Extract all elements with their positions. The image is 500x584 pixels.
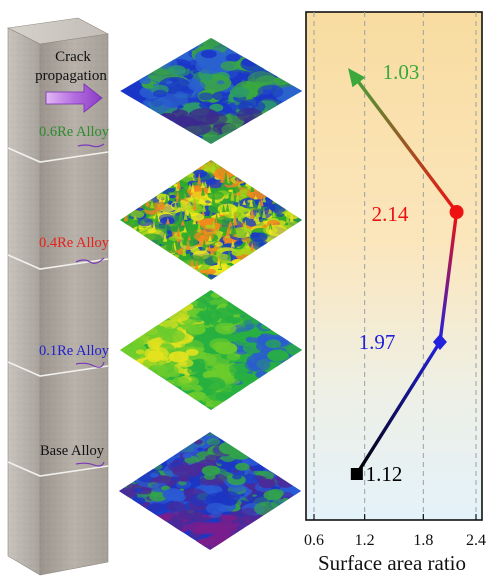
x-axis-label: Surface area ratio xyxy=(318,551,466,575)
specimen-column: Crack propagation 0.6Re Alloy 0.4Re Allo… xyxy=(7,17,110,576)
alloy-label-2: 0.1Re Alloy xyxy=(39,343,110,359)
x-tick-label-3: 2.4 xyxy=(466,532,486,549)
crack-lines xyxy=(7,147,109,477)
surface-area-chart: 0.6 1.2 1.8 2.4 1.12 1.97 2.14 1.03 Surface ar… xyxy=(304,11,486,575)
fracture-surfaces xyxy=(119,38,302,550)
data-label-3: 1.03 xyxy=(383,60,420,84)
data-label-2: 2.14 xyxy=(372,202,409,226)
data-series xyxy=(348,68,464,480)
x-tick-label-2: 1.8 xyxy=(413,532,433,549)
crack-caption-line-2: propagation xyxy=(35,68,107,84)
data-point-0 xyxy=(350,468,363,480)
crack-propagation-arrow-icon xyxy=(45,83,103,113)
data-point-1 xyxy=(432,334,447,350)
surface-map-3 xyxy=(119,432,301,550)
data-point-2 xyxy=(449,205,464,219)
series-segment-2 xyxy=(354,77,459,214)
alloy-label-3: Base Alloy xyxy=(40,443,105,459)
data-labels: 1.12 1.97 2.14 1.03 xyxy=(359,60,420,486)
data-label-1: 1.97 xyxy=(359,330,396,354)
x-axis-ticks: 0.6 1.2 1.8 2.4 xyxy=(304,514,486,549)
x-tick-label-0: 0.6 xyxy=(304,532,324,549)
surface-map-2 xyxy=(120,290,302,410)
surface-map-1 xyxy=(120,160,302,280)
data-point-3 xyxy=(348,68,366,88)
series-segment-1 xyxy=(438,210,459,344)
series-segment-0 xyxy=(355,340,442,476)
alloy-label-1: 0.4Re Alloy xyxy=(39,235,110,251)
plot-background xyxy=(305,11,483,521)
x-tick-label-1: 1.2 xyxy=(355,532,375,549)
data-label-0: 1.12 xyxy=(366,462,403,486)
crack-caption-line-1: Crack xyxy=(55,49,91,65)
surface-map-0 xyxy=(120,38,302,144)
alloy-label-0: 0.6Re Alloy xyxy=(39,124,110,140)
crack-sketches xyxy=(75,143,105,467)
grid-lines xyxy=(313,12,477,520)
